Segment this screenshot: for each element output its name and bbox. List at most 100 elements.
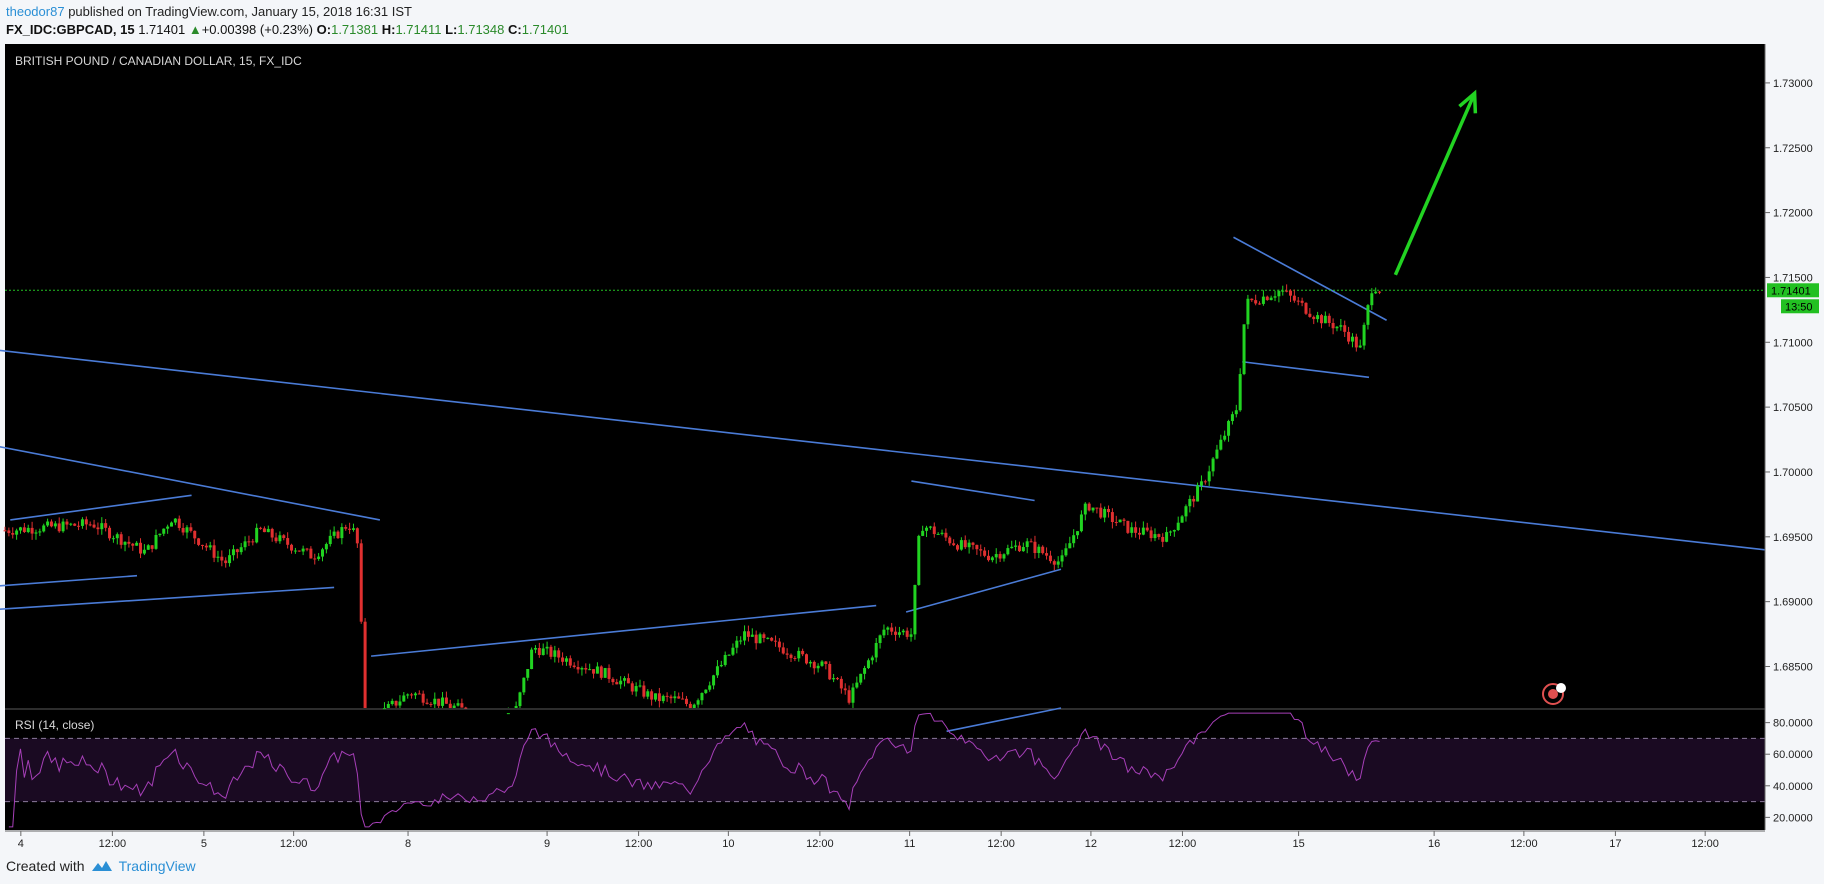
candle-body (382, 708, 386, 710)
candle-body (324, 544, 328, 550)
candle-body (1176, 522, 1180, 531)
candle-body (255, 527, 259, 543)
candle-body (963, 540, 967, 548)
candle-body (793, 657, 797, 659)
candle-body (762, 634, 766, 639)
candle-body (746, 631, 750, 637)
candle-body (313, 558, 317, 560)
candle-body (84, 519, 88, 525)
candle-body (932, 526, 936, 535)
candle-body (642, 685, 646, 697)
high-label: H: (381, 22, 396, 37)
candle-body (154, 534, 158, 549)
candle-body (561, 657, 565, 662)
rsi-tick-label: 80.0000 (1773, 718, 1813, 730)
candle-body (65, 521, 69, 525)
candle-body (1149, 530, 1153, 539)
candle-body (100, 523, 104, 530)
candle-body (766, 637, 770, 639)
candle-body (847, 690, 851, 703)
price-chart[interactable]: 1.73000 1.72500 1.72000 1.71500 1.71000 1.705… (0, 42, 1824, 850)
candle-body (220, 556, 224, 561)
author-link[interactable]: theodor87 (6, 4, 65, 19)
footer: Created with TradingView (6, 858, 196, 874)
candle-body (735, 640, 739, 648)
candle-body (1045, 553, 1049, 556)
candle-body (386, 704, 390, 708)
candle-body (704, 689, 708, 694)
candle-body (630, 683, 634, 692)
high-value: 1.71411 (395, 22, 442, 37)
candle-body (1246, 298, 1250, 325)
rsi-tick-label: 40.0000 (1773, 781, 1813, 793)
candle-body (131, 543, 135, 546)
candle-body (1261, 296, 1265, 304)
time-tick-label: 17 (1609, 838, 1621, 850)
candle-body (1343, 325, 1347, 332)
candle-body (1339, 325, 1343, 327)
candle-body (526, 669, 530, 678)
candle-body (200, 544, 204, 546)
candle-body (437, 698, 441, 706)
candle-body (293, 550, 297, 552)
candle-body (870, 657, 874, 661)
candle-body (444, 697, 448, 704)
candle-body (828, 664, 832, 680)
candle-body (224, 560, 228, 564)
candle-body (1017, 545, 1021, 552)
candle-body (158, 533, 162, 535)
candle-body (80, 519, 84, 526)
candle-body (990, 557, 994, 561)
candle-body (599, 666, 603, 678)
candle-body (1327, 315, 1331, 323)
candle-body (150, 545, 154, 549)
candle-body (332, 531, 336, 536)
candle-body (104, 523, 108, 528)
tradingview-link[interactable]: TradingView (91, 858, 196, 874)
cme-event-icon[interactable] (1542, 683, 1566, 705)
price-tick-label: 1.70000 (1773, 467, 1813, 479)
candle-body (1238, 374, 1242, 411)
candle-body (1079, 514, 1083, 532)
candle-body (541, 648, 545, 656)
candle-body (1033, 541, 1037, 553)
candle-body (1331, 322, 1335, 329)
countdown-label: 13:50 (1785, 301, 1813, 313)
candle-body (1199, 481, 1203, 486)
price-tick-label: 1.71500 (1773, 272, 1813, 284)
candle-body (967, 542, 971, 548)
candle-body (866, 660, 870, 669)
candle-body (696, 700, 700, 705)
candle-body (839, 678, 843, 689)
chart-frame (5, 44, 1765, 708)
candle-body (708, 685, 712, 690)
candle-body (553, 650, 557, 657)
candle-body (657, 693, 661, 702)
candle-body (1056, 561, 1060, 565)
candle-body (57, 523, 61, 532)
candle-body (15, 530, 19, 535)
candle-body (61, 521, 65, 532)
candle-body (1029, 541, 1033, 543)
candle-body (983, 550, 987, 556)
candle-body (952, 543, 956, 546)
candle-body (874, 642, 878, 658)
candle-body (1064, 548, 1068, 556)
candle-body (1002, 554, 1006, 559)
candle-body (456, 703, 460, 706)
candle-body (1227, 421, 1231, 436)
candle-body (986, 555, 990, 561)
candle-body (1130, 527, 1134, 533)
rsi-zone (5, 738, 1765, 802)
candle-body (1378, 291, 1382, 293)
candle-body (975, 544, 979, 550)
candle-body (712, 675, 716, 686)
candle-body (1254, 300, 1258, 304)
candle-body (1110, 512, 1114, 523)
candle-body (262, 528, 266, 533)
candle-body (7, 530, 11, 534)
candle-body (30, 527, 34, 534)
candle-body (917, 535, 921, 585)
candle-body (863, 668, 867, 674)
trendline (0, 349, 1766, 551)
